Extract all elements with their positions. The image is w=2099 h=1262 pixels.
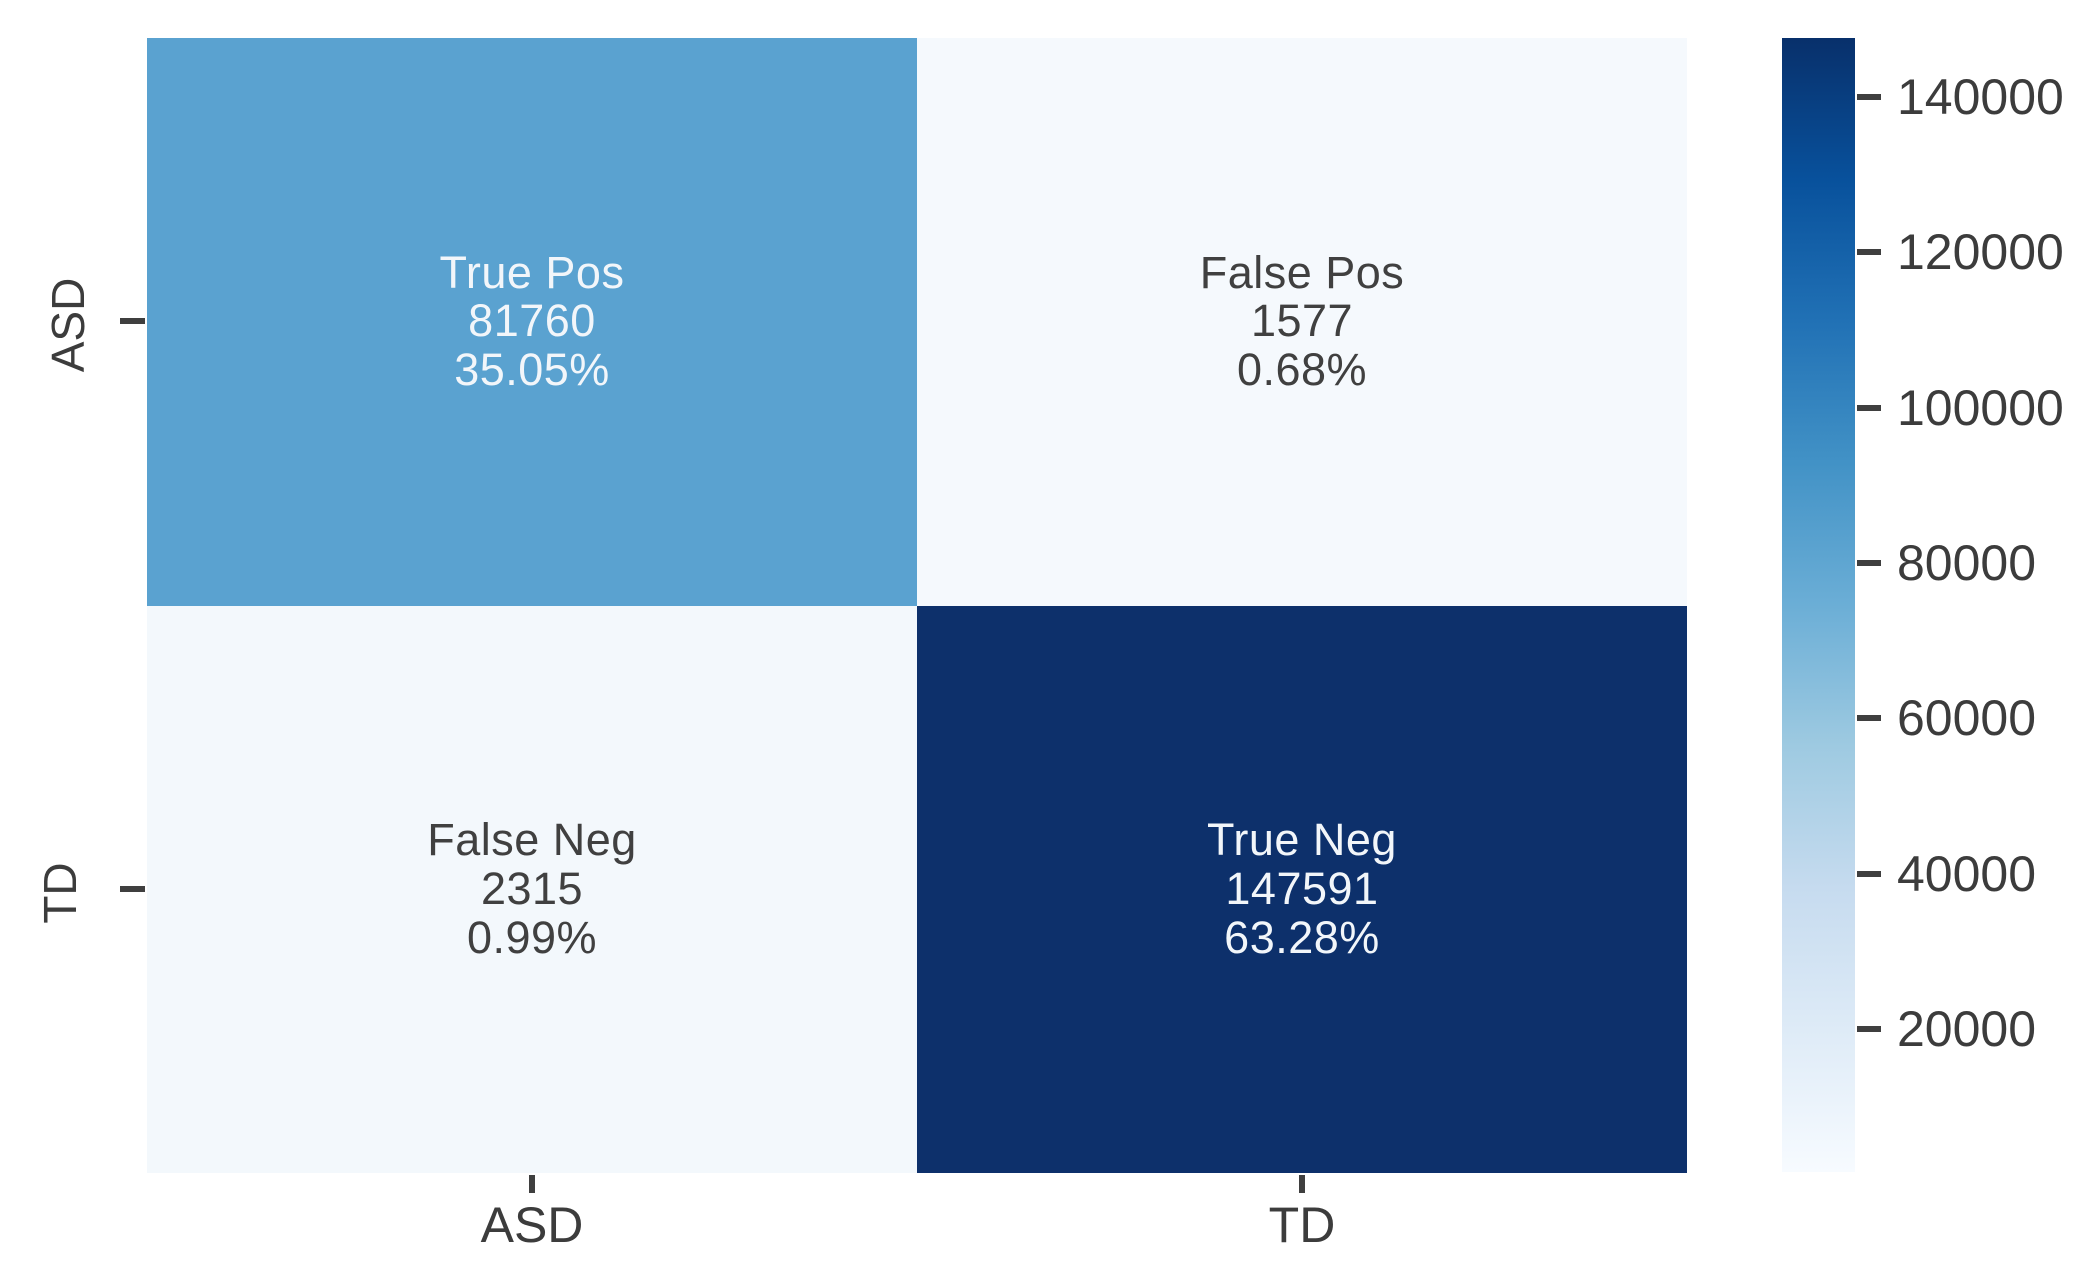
colorbar-tick: 140000 xyxy=(1855,69,2064,125)
x-axis-tick xyxy=(529,1175,535,1193)
colorbar-tick-mark xyxy=(1857,1026,1881,1032)
cell-annotation: True Neg 147591 63.28% xyxy=(1207,816,1397,962)
colorbar-tick-mark xyxy=(1857,715,1881,721)
heatmap-cell-true-pos: True Pos 81760 35.05% xyxy=(147,38,917,606)
colorbar-tick: 40000 xyxy=(1855,846,2036,902)
colorbar-tick-mark xyxy=(1857,560,1881,566)
colorbar-tick-label: 80000 xyxy=(1897,535,2037,591)
cell-label: True Neg xyxy=(1207,814,1397,866)
y-axis-tick xyxy=(120,886,145,892)
cell-annotation: False Pos 1577 0.68% xyxy=(1199,246,1405,396)
colorbar-tick-label: 140000 xyxy=(1897,69,2064,125)
colorbar-tick-label: 120000 xyxy=(1897,224,2064,280)
colorbar-tick-mark xyxy=(1857,249,1881,255)
colorbar-tick-mark xyxy=(1857,94,1881,100)
colorbar-tick-mark xyxy=(1857,405,1881,411)
colorbar-tick: 100000 xyxy=(1855,380,2064,436)
colorbar-tick-label: 20000 xyxy=(1897,1001,2037,1057)
colorbar-tick: 120000 xyxy=(1855,224,2064,280)
colorbar-tick-mark xyxy=(1857,871,1881,877)
cell-annotation: False Neg 2315 0.99% xyxy=(427,816,637,962)
cell-count: 2315 xyxy=(480,862,584,914)
x-axis-tick xyxy=(1299,1175,1305,1193)
colorbar-tick-label: 100000 xyxy=(1897,380,2064,436)
y-axis-label-td: TD xyxy=(34,862,86,924)
cell-label: False Neg xyxy=(427,814,637,866)
cell-count: 81760 xyxy=(468,295,596,347)
cell-label: False Pos xyxy=(1199,246,1405,298)
colorbar xyxy=(1782,38,1855,1172)
cell-label: True Pos xyxy=(439,246,625,298)
cell-annotation: True Pos 81760 35.05% xyxy=(439,246,625,396)
colorbar-tick: 80000 xyxy=(1855,535,2036,591)
y-axis-label-asd: ASD xyxy=(42,277,94,373)
cell-percent: 35.05% xyxy=(454,344,610,396)
x-axis-label-asd: ASD xyxy=(480,1197,584,1253)
cell-percent: 0.99% xyxy=(466,911,598,963)
heatmap-cell-true-neg: True Neg 147591 63.28% xyxy=(917,605,1687,1173)
cell-percent: 63.28% xyxy=(1224,911,1380,963)
cell-count: 1577 xyxy=(1250,295,1354,347)
colorbar-tick: 60000 xyxy=(1855,690,2036,746)
colorbar-tick-label: 40000 xyxy=(1897,846,2037,902)
cell-percent: 0.68% xyxy=(1236,344,1368,396)
colorbar-ticks: 20000 40000 60000 80000 100000 120000 140000 xyxy=(1855,38,2099,1172)
heatmap-cell-false-pos: False Pos 1577 0.68% xyxy=(917,38,1687,606)
cell-count: 147591 xyxy=(1225,862,1379,914)
colorbar-tick-label: 60000 xyxy=(1897,690,2037,746)
heatmap-plot: True Pos 81760 35.05% False Pos 1577 0.6… xyxy=(147,38,1687,1173)
heatmap-cell-false-neg: False Neg 2315 0.99% xyxy=(147,605,917,1173)
y-axis-tick xyxy=(120,318,145,324)
x-axis-label-td: TD xyxy=(1268,1197,1336,1253)
colorbar-tick: 20000 xyxy=(1855,1001,2036,1057)
